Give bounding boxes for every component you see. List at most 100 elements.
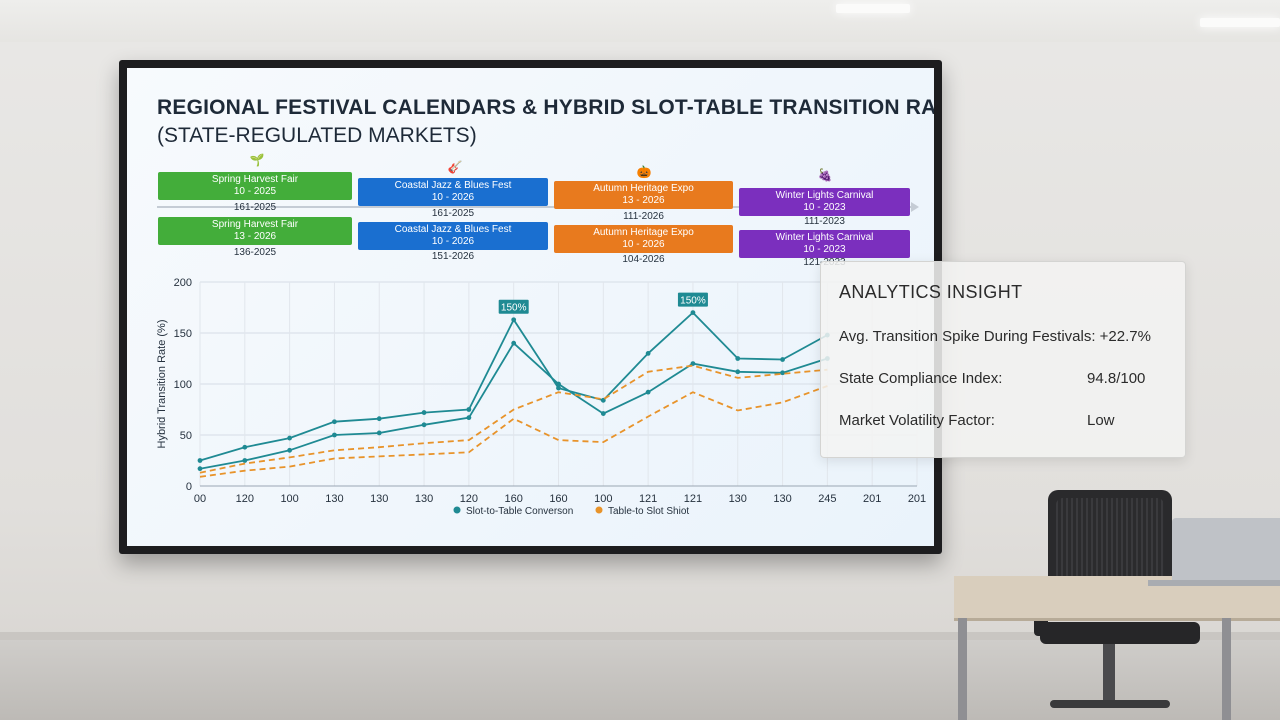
festival-bar-spring: Spring Harvest Fair 10 - 2025 xyxy=(158,172,352,200)
x-tick-label: 130 xyxy=(325,493,343,505)
ceiling xyxy=(0,0,1280,42)
x-tick-label: 130 xyxy=(370,493,388,505)
insight-value-volatility: Low xyxy=(1087,412,1115,429)
desk-leg xyxy=(958,618,967,720)
y-tick-label: 100 xyxy=(174,379,192,391)
x-tick-label: 130 xyxy=(729,493,747,505)
festival-bar-winter: Winter Lights Carnival 10 - 2023 xyxy=(739,188,910,216)
ceiling-light xyxy=(1200,18,1280,27)
festival-date: 10 - 2026 xyxy=(431,236,475,247)
y-tick-label: 200 xyxy=(174,277,192,289)
dashboard-subtitle: (STATE-REGULATED MARKETS) xyxy=(157,124,477,147)
office-chair-seat xyxy=(1040,622,1200,644)
insight-title: ANALYTICS INSIGHT xyxy=(839,282,1023,302)
data-point xyxy=(735,356,741,361)
festival-bar-spring-2: Spring Harvest Fair 13 - 2026 xyxy=(158,217,352,245)
legend-marker xyxy=(453,506,461,514)
sprout-icon: 🌱 xyxy=(249,153,265,167)
data-point xyxy=(511,340,517,346)
festival-date-below: 136-2025 xyxy=(233,247,277,258)
festival-bar-jazz: Coastal Jazz & Blues Fest 10 - 2026 xyxy=(358,178,548,206)
festival-name: Coastal Jazz & Blues Fest xyxy=(394,224,512,235)
festival-date: 13 - 2026 xyxy=(622,195,665,206)
data-point xyxy=(511,317,517,323)
pumpkin-icon: 🎃 xyxy=(636,165,652,179)
festival-bar-winter-2: Winter Lights Carnival 10 - 2023 xyxy=(739,230,910,258)
baseboard xyxy=(0,632,1280,642)
data-point xyxy=(780,370,785,376)
timeline-arrow xyxy=(911,202,919,212)
festival-bar-autumn-2: Autumn Heritage Expo 10 - 2026 xyxy=(554,225,733,253)
data-point xyxy=(421,422,427,428)
data-point xyxy=(556,385,561,391)
data-point xyxy=(645,389,651,395)
data-point xyxy=(466,415,472,421)
x-tick-label: 201 xyxy=(863,493,881,505)
festival-date: 13 - 2026 xyxy=(233,231,277,242)
data-point xyxy=(242,444,248,450)
festival-date-below: 161-2025 xyxy=(431,208,475,219)
annotation-label: 150% xyxy=(680,296,706,307)
festival-date: 10 - 2023 xyxy=(803,202,846,213)
festival-bar-jazz-2: Coastal Jazz & Blues Fest 10 - 2026 xyxy=(358,222,548,250)
grapes-icon: 🍇 xyxy=(817,168,833,182)
festival-name: Winter Lights Carnival xyxy=(775,190,874,201)
festival-date: 10 - 2023 xyxy=(803,244,846,255)
x-tick-label: 00 xyxy=(194,493,206,505)
data-point xyxy=(780,357,785,362)
timeline-line xyxy=(157,206,917,208)
data-point xyxy=(690,310,696,315)
data-point xyxy=(197,458,203,463)
festival-date-below: 161-2025 xyxy=(233,202,277,213)
legend-label: Table-to Slot Shiot xyxy=(608,506,689,517)
festival-date: 10 - 2025 xyxy=(233,186,277,197)
annotation-label: 150% xyxy=(501,303,527,314)
data-point xyxy=(421,410,427,415)
y-tick-label: 0 xyxy=(186,481,192,493)
series-line xyxy=(199,385,828,478)
festival-date-below: 111-2023 xyxy=(804,216,845,227)
data-point xyxy=(332,419,337,425)
analytics-insight-card: ANALYTICS INSIGHT Avg. Transition Spike … xyxy=(820,261,1186,458)
data-point xyxy=(376,430,382,436)
festival-name: Coastal Jazz & Blues Fest xyxy=(394,180,512,191)
series-line xyxy=(199,364,828,474)
floor xyxy=(0,640,1280,720)
festival-name: Spring Harvest Fair xyxy=(211,174,299,185)
x-tick-label: 160 xyxy=(505,493,523,505)
x-tick-label: 121 xyxy=(684,493,702,505)
x-tick-label: 160 xyxy=(549,493,567,505)
insight-value-compliance: 94.8/100 xyxy=(1087,370,1146,387)
x-tick-label: 121 xyxy=(639,493,657,505)
x-tick-label: 201 xyxy=(908,493,926,505)
data-point xyxy=(376,416,382,422)
dashboard-title: REGIONAL FESTIVAL CALENDARS & HYBRID SLO… xyxy=(157,96,934,119)
x-tick-label: 130 xyxy=(773,493,791,505)
festival-name: Spring Harvest Fair xyxy=(211,219,299,230)
insight-label-compliance: State Compliance Index: xyxy=(839,370,1003,387)
data-point xyxy=(556,381,561,387)
festival-date-below: 104-2026 xyxy=(622,254,665,265)
guitar-icon: 🎸 xyxy=(447,160,463,174)
legend-marker xyxy=(595,506,603,514)
office-chair-base xyxy=(1050,700,1170,708)
data-point xyxy=(735,369,741,375)
festival-name: Autumn Heritage Expo xyxy=(593,183,694,194)
festival-date: 10 - 2026 xyxy=(431,192,475,203)
annotation-badge xyxy=(677,292,708,307)
festival-date: 10 - 2026 xyxy=(622,239,665,250)
x-tick-label: 120 xyxy=(460,493,478,505)
laptop-base xyxy=(1148,580,1280,586)
data-point xyxy=(287,447,293,453)
office-chair-post xyxy=(1103,644,1115,704)
x-tick-label: 245 xyxy=(818,493,836,505)
festival-name: Winter Lights Carnival xyxy=(775,232,874,243)
ceiling-light xyxy=(836,4,910,13)
data-point xyxy=(332,432,337,438)
x-tick-label: 100 xyxy=(594,493,612,505)
data-point xyxy=(197,466,203,472)
legend-label: Slot-to-Table Converson xyxy=(466,506,573,517)
festival-name: Autumn Heritage Expo xyxy=(593,227,694,238)
x-tick-label: 100 xyxy=(280,493,298,505)
insight-label-volatility: Market Volatility Factor: xyxy=(839,412,995,429)
